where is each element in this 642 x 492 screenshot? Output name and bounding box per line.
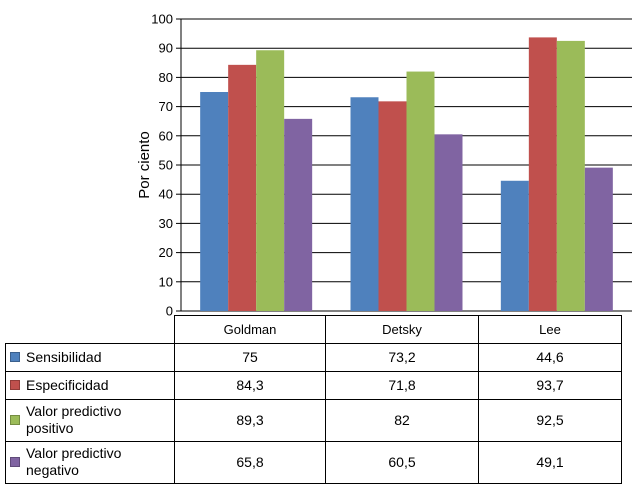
y-tick-label: 20 [159,245,173,260]
bar [556,40,585,312]
y-tick-label: 100 [151,12,173,27]
legend-swatch [10,415,20,425]
legend-entry: Valor predictivo negativo [5,440,175,484]
data-label: 44,6 [478,342,622,372]
bar [528,37,557,312]
data-label: 82 [325,398,479,442]
legend-entry: Especificidad [5,370,175,400]
bar [350,97,379,311]
table-row: Especificidad 84,3 71,8 93,7 [5,370,622,400]
table-row: Valor predictivo negativo 65,8 60,5 49,1 [5,440,622,484]
legend-entry: Valor predictivo positivo [5,398,175,442]
y-tick-label: 70 [159,99,173,114]
bar [228,64,257,312]
x-tick-label: Lee [478,315,622,344]
x-tick-label: Detsky [325,315,479,344]
y-tick-label: 50 [159,158,173,173]
data-label: 92,5 [478,398,622,442]
y-tick-label: 90 [159,41,173,56]
bar [200,92,229,311]
data-label: 49,1 [478,440,622,484]
table-row: Valor predictivo positivo 89,3 82 92,5 [5,398,622,442]
bar [284,118,313,311]
legend-label: Valor predictivo positivo [26,403,122,436]
y-tick-label: 30 [159,216,173,231]
data-label: 89,3 [174,398,326,442]
legend-entry: Sensibilidad [5,342,175,372]
y-tick-label: 40 [159,187,173,202]
y-axis-title: Por ciento [136,131,153,199]
x-tick-label: Goldman [174,315,326,344]
data-label: 84,3 [174,370,326,400]
legend-label: Especificidad [26,376,109,393]
y-tick-label: 0 [166,304,173,319]
bar [584,167,613,311]
bar [500,180,529,311]
data-label: 75 [174,342,326,372]
chart-plot: 0 10 20 30 40 50 60 70 80 90 100 Por ciento [136,12,632,319]
data-label: 60,5 [325,440,479,484]
data-label: 93,7 [478,370,622,400]
table-row: Sensibilidad 75 73,2 44,6 [5,342,622,372]
legend-swatch [10,352,20,362]
y-tick-label: 10 [159,274,173,289]
data-table: Goldman Detsky Lee Sensibilidad 75 73,2 44,6 Es… [5,315,622,484]
legend-swatch [10,380,20,390]
data-label: 71,8 [325,370,479,400]
y-tick-label: 80 [159,70,173,85]
bar [434,134,463,311]
legend-label: Valor predictivo negativo [26,445,122,478]
data-label: 65,8 [174,440,326,484]
y-tick-label: 60 [159,128,173,143]
table-corner-cell [5,315,175,344]
bar [256,50,285,312]
table-header-row: Goldman Detsky Lee [5,315,622,344]
legend-swatch [10,457,20,467]
bar [378,101,407,312]
data-label: 73,2 [325,342,479,372]
bar [406,71,435,311]
legend-label: Sensibilidad [26,348,102,365]
